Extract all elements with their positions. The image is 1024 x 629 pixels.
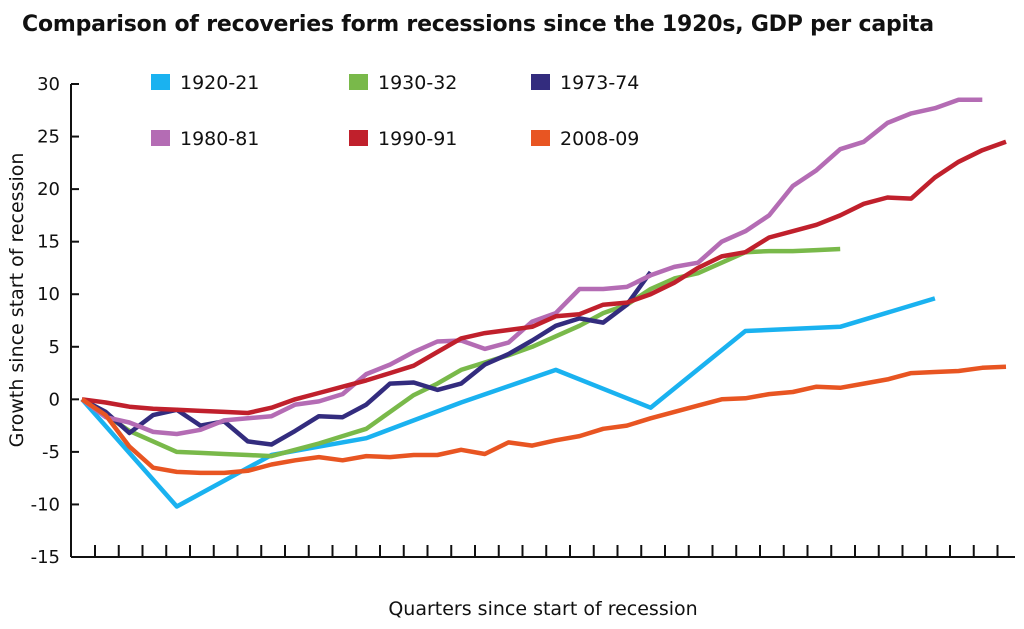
series-line-1980-81: [80, 97, 983, 437]
y-tick-label: -15: [31, 547, 60, 568]
y-tick-label: -10: [31, 494, 60, 515]
legend-label-1980-81: 1980-81: [180, 128, 259, 150]
y-tick-label: 10: [37, 284, 60, 305]
legend-swatch-1920-21: [151, 74, 170, 90]
legend-swatch-1980-81: [151, 130, 170, 146]
y-tick-label: 5: [49, 337, 60, 358]
legend-label-1930-32: 1930-32: [378, 72, 457, 94]
series-line-1973-74: [80, 270, 653, 447]
series-lines: [80, 97, 1007, 509]
legend-label-1990-91: 1990-91: [378, 128, 457, 150]
y-tick-label: 0: [49, 389, 60, 410]
axes: [70, 84, 1015, 558]
series-line-1990-91: [81, 139, 1007, 416]
y-tick-label: -5: [42, 442, 60, 463]
y-tick-label: 30: [37, 74, 60, 95]
legend-label-1973-74: 1973-74: [560, 72, 639, 94]
legend-swatch-1930-32: [349, 74, 368, 90]
y-axis-label: Growth since start of recession: [6, 153, 28, 448]
legend: 1920-21 1930-32 1973-74 1980-81 1990-91 2008-…: [151, 72, 639, 150]
x-axis-label: Quarters since start of recession: [388, 598, 697, 620]
x-axis-ticks: [94, 545, 999, 557]
y-tick-label: 20: [37, 179, 60, 200]
y-tick-label: 15: [37, 232, 60, 253]
legend-swatch-2008-09: [531, 130, 550, 146]
y-axis-ticks: -15 -10 -5 0 5 10 15 20 25 30: [31, 74, 79, 568]
legend-swatch-1973-74: [531, 74, 550, 90]
legend-swatch-1990-91: [349, 130, 368, 146]
legend-label-2008-09: 2008-09: [560, 128, 639, 150]
legend-label-1920-21: 1920-21: [180, 72, 259, 94]
series-line-1920-21: [80, 296, 936, 509]
chart-title: Comparison of recoveries form recessions…: [22, 12, 934, 37]
series-line-1930-32: [80, 246, 841, 459]
y-tick-label: 25: [37, 127, 60, 148]
series-line-2008-09: [80, 364, 1007, 476]
